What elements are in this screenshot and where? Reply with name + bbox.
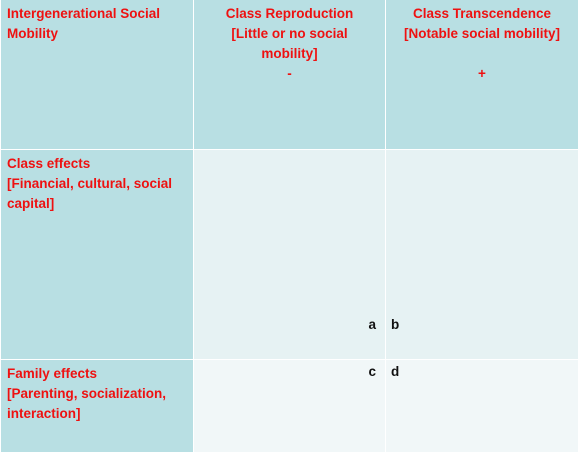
quadrant-cell-d: d: [386, 360, 578, 453]
column-header-title: Class Transcendence: [412, 6, 552, 21]
quadrant-label-a: a: [368, 317, 376, 332]
plus-symbol: +: [478, 66, 486, 81]
quadrant-cell-b: b: [386, 150, 578, 360]
column-header-subtitle-line2: mobility]: [261, 46, 318, 61]
column-header-subtitle-line1: [Little or no social: [231, 26, 348, 41]
row-header-desc-line1: [Financial, cultural, social: [7, 176, 173, 191]
row-header-desc-line2: capital]: [7, 196, 55, 211]
row-header-family-effects: Family effects [Parenting, socialization…: [1, 360, 194, 453]
quadrant-cell-c: c: [194, 360, 386, 453]
column-header-spacer: [392, 44, 572, 64]
row-header-title: Class effects: [7, 156, 91, 171]
corner-header-line1: Intergenerational Social: [7, 6, 161, 21]
column-header-subtitle: [Notable social mobility]: [403, 26, 561, 41]
quadrant-cell-a: a: [194, 150, 386, 360]
minus-symbol: -: [287, 66, 292, 81]
row-header-title: Family effects: [7, 366, 98, 381]
corner-header: Intergenerational Social Mobility: [1, 0, 194, 150]
column-header-title: Class Reproduction: [225, 6, 354, 21]
quadrant-label-d: d: [391, 364, 400, 379]
quadrant-label-b: b: [391, 317, 400, 332]
row-header-class-effects: Class effects [Financial, cultural, soci…: [1, 150, 194, 360]
row-header-desc-line2: interaction]: [7, 406, 81, 421]
column-header-class-reproduction: Class Reproduction [Little or no social …: [194, 0, 386, 150]
corner-header-line2: Mobility: [7, 26, 58, 41]
quadrant-label-c: c: [368, 364, 376, 379]
row-header-desc-line1: [Parenting, socialization,: [7, 386, 167, 401]
column-header-class-transcendence: Class Transcendence [Notable social mobi…: [386, 0, 578, 150]
